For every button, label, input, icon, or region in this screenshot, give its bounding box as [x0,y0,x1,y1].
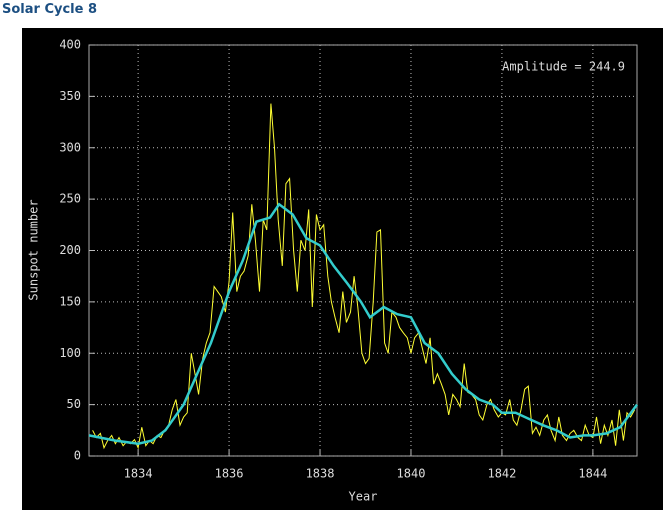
series-line [88,202,639,445]
y-tick-label: 300 [59,140,81,154]
y-tick-label: 200 [59,243,81,257]
x-axis-label: Year [349,490,378,504]
chart-title: Solar Cycle 8 [2,2,98,17]
y-tick-label: 100 [59,346,81,360]
x-tick-label: 1836 [215,467,244,481]
y-tick-label: 50 [67,397,81,411]
series-line [92,103,636,450]
x-tick-label: 1844 [578,467,607,481]
annotation: Amplitude = 244.9 [502,60,625,74]
x-tick-label: 1840 [397,467,426,481]
x-tick-label: 1838 [306,467,335,481]
x-tick-label: 1842 [487,467,516,481]
y-tick-label: 250 [59,192,81,206]
y-tick-label: 0 [74,449,81,463]
chart-background [22,28,663,510]
y-tick-label: 150 [59,294,81,308]
y-axis-label: Sunspot number [27,199,41,300]
x-tick-label: 1834 [124,467,153,481]
y-tick-label: 350 [59,89,81,103]
y-tick-label: 400 [59,38,81,52]
